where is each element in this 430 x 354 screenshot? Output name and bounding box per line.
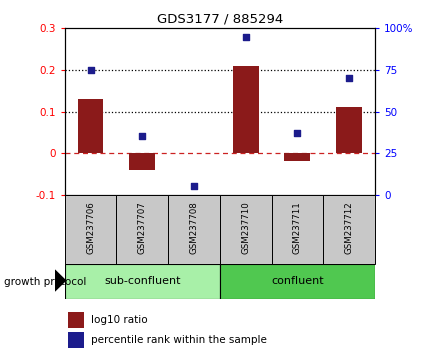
Text: GSM237710: GSM237710	[241, 201, 249, 254]
Bar	[219, 264, 374, 299]
Bar	[77, 99, 103, 153]
Point	[242, 34, 249, 40]
Bar	[322, 195, 374, 264]
Text: growth protocol: growth protocol	[4, 277, 86, 287]
Point	[190, 183, 197, 189]
Bar	[129, 153, 155, 170]
Text: GSM237711: GSM237711	[292, 201, 301, 254]
Bar	[168, 195, 219, 264]
Bar	[271, 195, 322, 264]
Text: GSM237707: GSM237707	[138, 201, 146, 254]
Point	[345, 75, 352, 81]
Title: GDS3177 / 885294: GDS3177 / 885294	[157, 13, 282, 26]
Text: GSM237708: GSM237708	[189, 201, 198, 254]
Text: log10 ratio: log10 ratio	[91, 315, 147, 325]
Bar	[64, 264, 219, 299]
Bar	[335, 107, 361, 153]
Text: confluent: confluent	[270, 276, 323, 286]
Point	[87, 67, 94, 73]
Point	[138, 134, 145, 139]
Bar	[64, 195, 116, 264]
Bar	[68, 312, 84, 329]
Text: GSM237706: GSM237706	[86, 201, 95, 254]
Polygon shape	[55, 270, 65, 291]
Bar	[284, 153, 310, 161]
Bar	[116, 195, 168, 264]
Text: GSM237712: GSM237712	[344, 201, 353, 254]
Text: percentile rank within the sample: percentile rank within the sample	[91, 335, 267, 345]
Text: sub-confluent: sub-confluent	[104, 276, 180, 286]
Bar	[219, 195, 271, 264]
Bar	[68, 332, 84, 348]
Bar	[232, 66, 258, 153]
Point	[293, 130, 300, 136]
